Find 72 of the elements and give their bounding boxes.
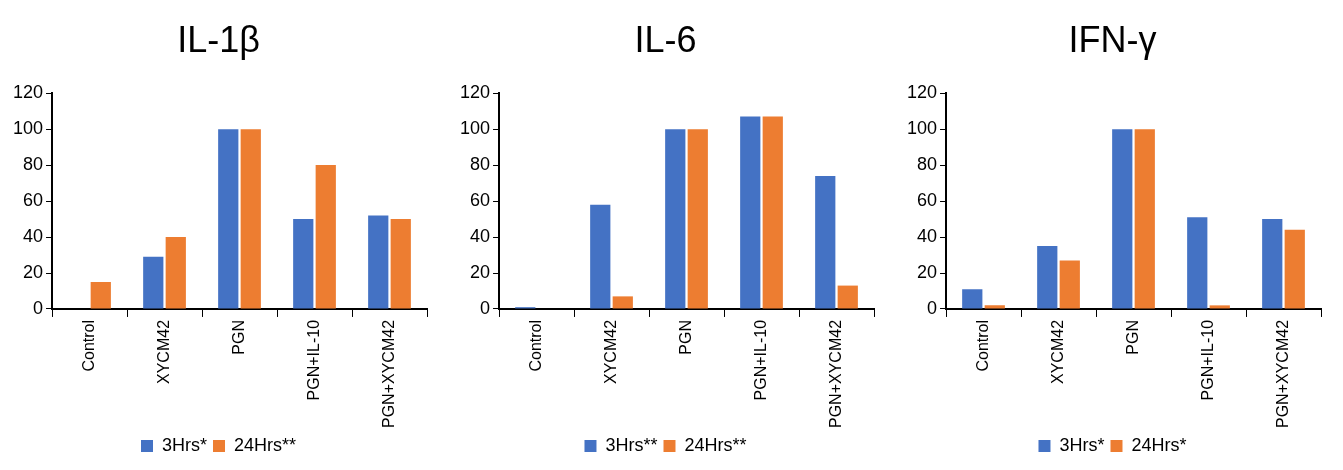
bar: [315, 165, 336, 309]
x-tick-label: Control: [526, 319, 544, 372]
x-tick-label: XYCM42: [154, 319, 172, 384]
y-tick-label: 20: [917, 261, 938, 282]
bar: [1284, 229, 1305, 309]
bar: [1187, 217, 1208, 309]
bar: [1209, 305, 1230, 309]
bar: [762, 116, 783, 309]
x-tick-label: PGN: [229, 319, 247, 355]
x-tick-label: PGN: [1123, 319, 1141, 355]
x-tick-label: PGN+XYCM42: [1273, 319, 1291, 429]
y-tick-label: 60: [470, 190, 491, 211]
x-tick-label: Control: [973, 319, 991, 372]
bar: [240, 129, 261, 309]
legend-label: 24Hrs**: [684, 434, 747, 455]
bar: [218, 129, 239, 309]
x-tick-label: PGN+IL-10: [751, 319, 769, 401]
y-tick-label: 60: [917, 190, 938, 211]
legend-label: 3Hrs*: [161, 434, 207, 455]
bar: [1262, 219, 1283, 309]
y-tick-label: 100: [12, 118, 44, 139]
x-tick-label: PGN+XYCM42: [379, 319, 397, 429]
chart-title: IFN-γ: [1068, 18, 1157, 60]
y-tick-label: 80: [917, 154, 938, 175]
y-tick-label: 40: [470, 226, 491, 247]
bar: [984, 305, 1005, 309]
y-tick-label: 100: [459, 118, 491, 139]
y-tick-label: 120: [12, 82, 44, 103]
bar: [143, 256, 164, 309]
bar: [837, 285, 858, 309]
bar: [1134, 129, 1155, 309]
bar: [665, 129, 686, 309]
bar: [740, 116, 761, 309]
x-tick-label: XYCM42: [601, 319, 619, 384]
bar: [815, 175, 836, 309]
bar: [390, 219, 411, 309]
bar: [687, 129, 708, 309]
bar: [612, 296, 633, 309]
y-tick-label: 20: [23, 261, 44, 282]
y-tick-label: 80: [23, 154, 44, 175]
y-tick-label: 120: [459, 82, 491, 103]
bar: [962, 289, 983, 309]
legend-label: 24Hrs**: [233, 434, 297, 455]
legend-label: 24Hrs*: [1131, 434, 1187, 455]
y-tick-label: 80: [470, 154, 491, 175]
x-tick-label: PGN+XYCM42: [826, 319, 844, 429]
y-tick-label: 20: [470, 261, 491, 282]
legend-label: 3Hrs*: [1059, 434, 1105, 455]
chart-title: IL-6: [634, 18, 697, 60]
legend-label: 3Hrs**: [605, 434, 658, 455]
y-tick-label: 120: [906, 82, 938, 103]
x-tick-label: Control: [79, 319, 97, 372]
y-tick-label: 0: [927, 297, 938, 318]
bar: [90, 281, 111, 309]
bar: [1059, 260, 1080, 309]
x-tick-label: PGN: [676, 319, 694, 355]
y-tick-label: 0: [33, 297, 44, 318]
y-tick-label: 0: [480, 297, 491, 318]
bar: [1037, 246, 1058, 309]
y-tick-label: 100: [906, 118, 938, 139]
y-tick-label: 60: [23, 190, 44, 211]
bar: [590, 204, 611, 309]
y-tick-label: 40: [917, 226, 938, 247]
bar: [293, 219, 314, 309]
bar: [1112, 129, 1133, 309]
x-tick-label: PGN+IL-10: [1198, 319, 1216, 401]
bar: [368, 215, 389, 309]
x-tick-label: XYCM42: [1048, 319, 1066, 384]
y-tick-label: 40: [23, 226, 44, 247]
bar: [165, 237, 186, 309]
x-tick-label: PGN+IL-10: [304, 319, 322, 401]
chart-title: IL-1β: [177, 18, 260, 60]
